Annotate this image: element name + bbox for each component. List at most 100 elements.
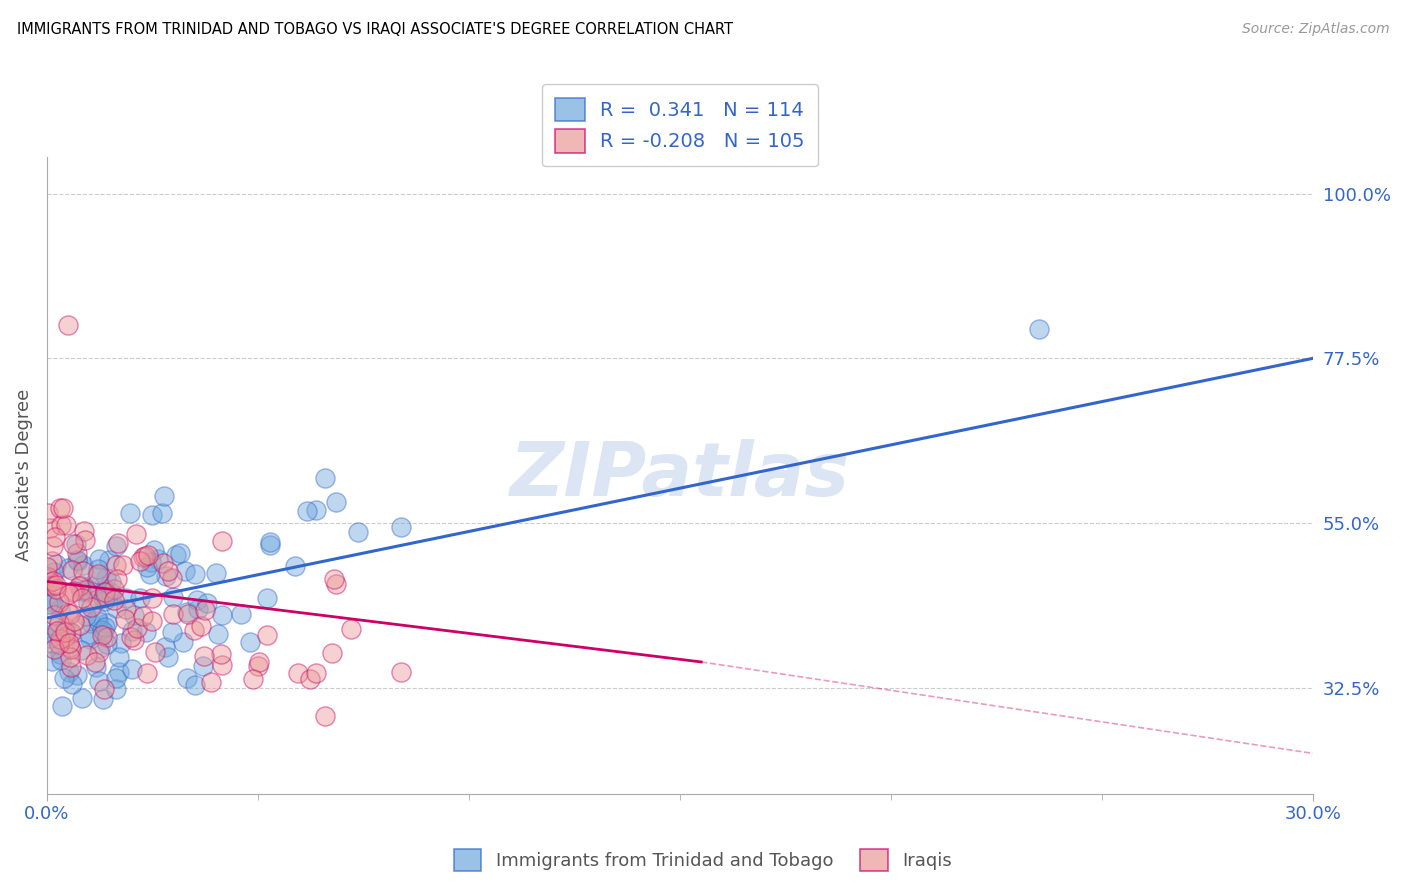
Point (114, 612, 136, 626)
Point (51, 698, 73, 713)
Point (124, 527, 146, 541)
Point (186, 592, 208, 607)
Y-axis label: Associate's Degree: Associate's Degree (15, 389, 32, 561)
Point (42, 637, 65, 651)
Point (59, 659, 82, 673)
Point (138, 566, 160, 581)
Point (305, 503, 328, 517)
Point (141, 614, 163, 628)
Point (150, 506, 173, 520)
Point (325, 494, 347, 508)
Point (63, 584, 86, 599)
Point (42, 608, 65, 623)
Point (89, 641, 111, 656)
Point (35, 560, 58, 574)
Point (156, 650, 179, 665)
Point (62, 537, 84, 551)
Point (152, 556, 174, 570)
Point (96, 571, 118, 585)
Point (160, 571, 183, 585)
Point (104, 682, 127, 697)
Point (39, 597, 62, 611)
Point (87, 614, 110, 628)
Point (44, 530, 66, 544)
Point (87, 645, 110, 659)
Point (141, 555, 163, 569)
Point (87, 592, 110, 607)
Point (108, 650, 131, 665)
Point (100, 591, 122, 605)
Point (207, 627, 229, 641)
Point (52, 501, 75, 516)
Point (104, 671, 127, 685)
Point (114, 591, 136, 605)
Point (183, 623, 205, 637)
Point (70, 691, 93, 706)
Point (45, 577, 67, 591)
Point (259, 535, 281, 549)
Point (96, 637, 118, 651)
Point (256, 591, 278, 605)
Point (86, 569, 108, 583)
Point (42, 595, 65, 609)
Point (121, 624, 143, 639)
Point (314, 471, 336, 485)
Point (104, 558, 127, 573)
Point (132, 608, 155, 623)
Point (45, 582, 67, 596)
Point (67, 579, 90, 593)
Point (104, 600, 127, 615)
Point (115, 602, 138, 616)
Point (93, 620, 115, 634)
Point (389, 520, 412, 534)
Point (70, 643, 93, 657)
Point (93, 594, 115, 608)
Point (49, 518, 72, 533)
Point (48, 595, 70, 609)
Point (56, 318, 79, 333)
Point (176, 671, 198, 685)
Point (86, 660, 108, 674)
Point (190, 619, 212, 633)
Point (42, 574, 65, 588)
Point (38, 631, 60, 645)
Point (153, 640, 176, 655)
Point (94, 585, 117, 599)
Point (59, 607, 82, 621)
Point (38, 575, 60, 590)
Point (162, 624, 184, 639)
Point (135, 560, 157, 574)
Point (77, 596, 100, 610)
Point (73, 524, 96, 538)
Point (209, 647, 232, 661)
Point (48, 616, 70, 631)
Point (1028, 322, 1050, 336)
Point (96, 615, 118, 630)
Point (63, 615, 86, 629)
Point (100, 574, 122, 589)
Point (94, 582, 117, 596)
Point (72, 558, 94, 572)
Point (76, 585, 98, 599)
Point (136, 548, 159, 562)
Point (55, 517, 77, 532)
Point (41, 654, 63, 668)
Point (176, 605, 198, 619)
Point (37, 506, 59, 520)
Point (211, 608, 233, 623)
Point (80, 615, 103, 630)
Point (45, 558, 67, 572)
Point (295, 504, 318, 518)
Point (211, 534, 233, 549)
Point (49, 500, 72, 515)
Point (70, 584, 93, 599)
Point (49, 647, 72, 661)
Point (93, 682, 115, 697)
Point (79, 579, 101, 593)
Point (53, 620, 76, 634)
Point (72, 564, 94, 578)
Point (59, 626, 82, 640)
Point (129, 554, 152, 568)
Point (136, 665, 159, 680)
Point (141, 591, 163, 605)
